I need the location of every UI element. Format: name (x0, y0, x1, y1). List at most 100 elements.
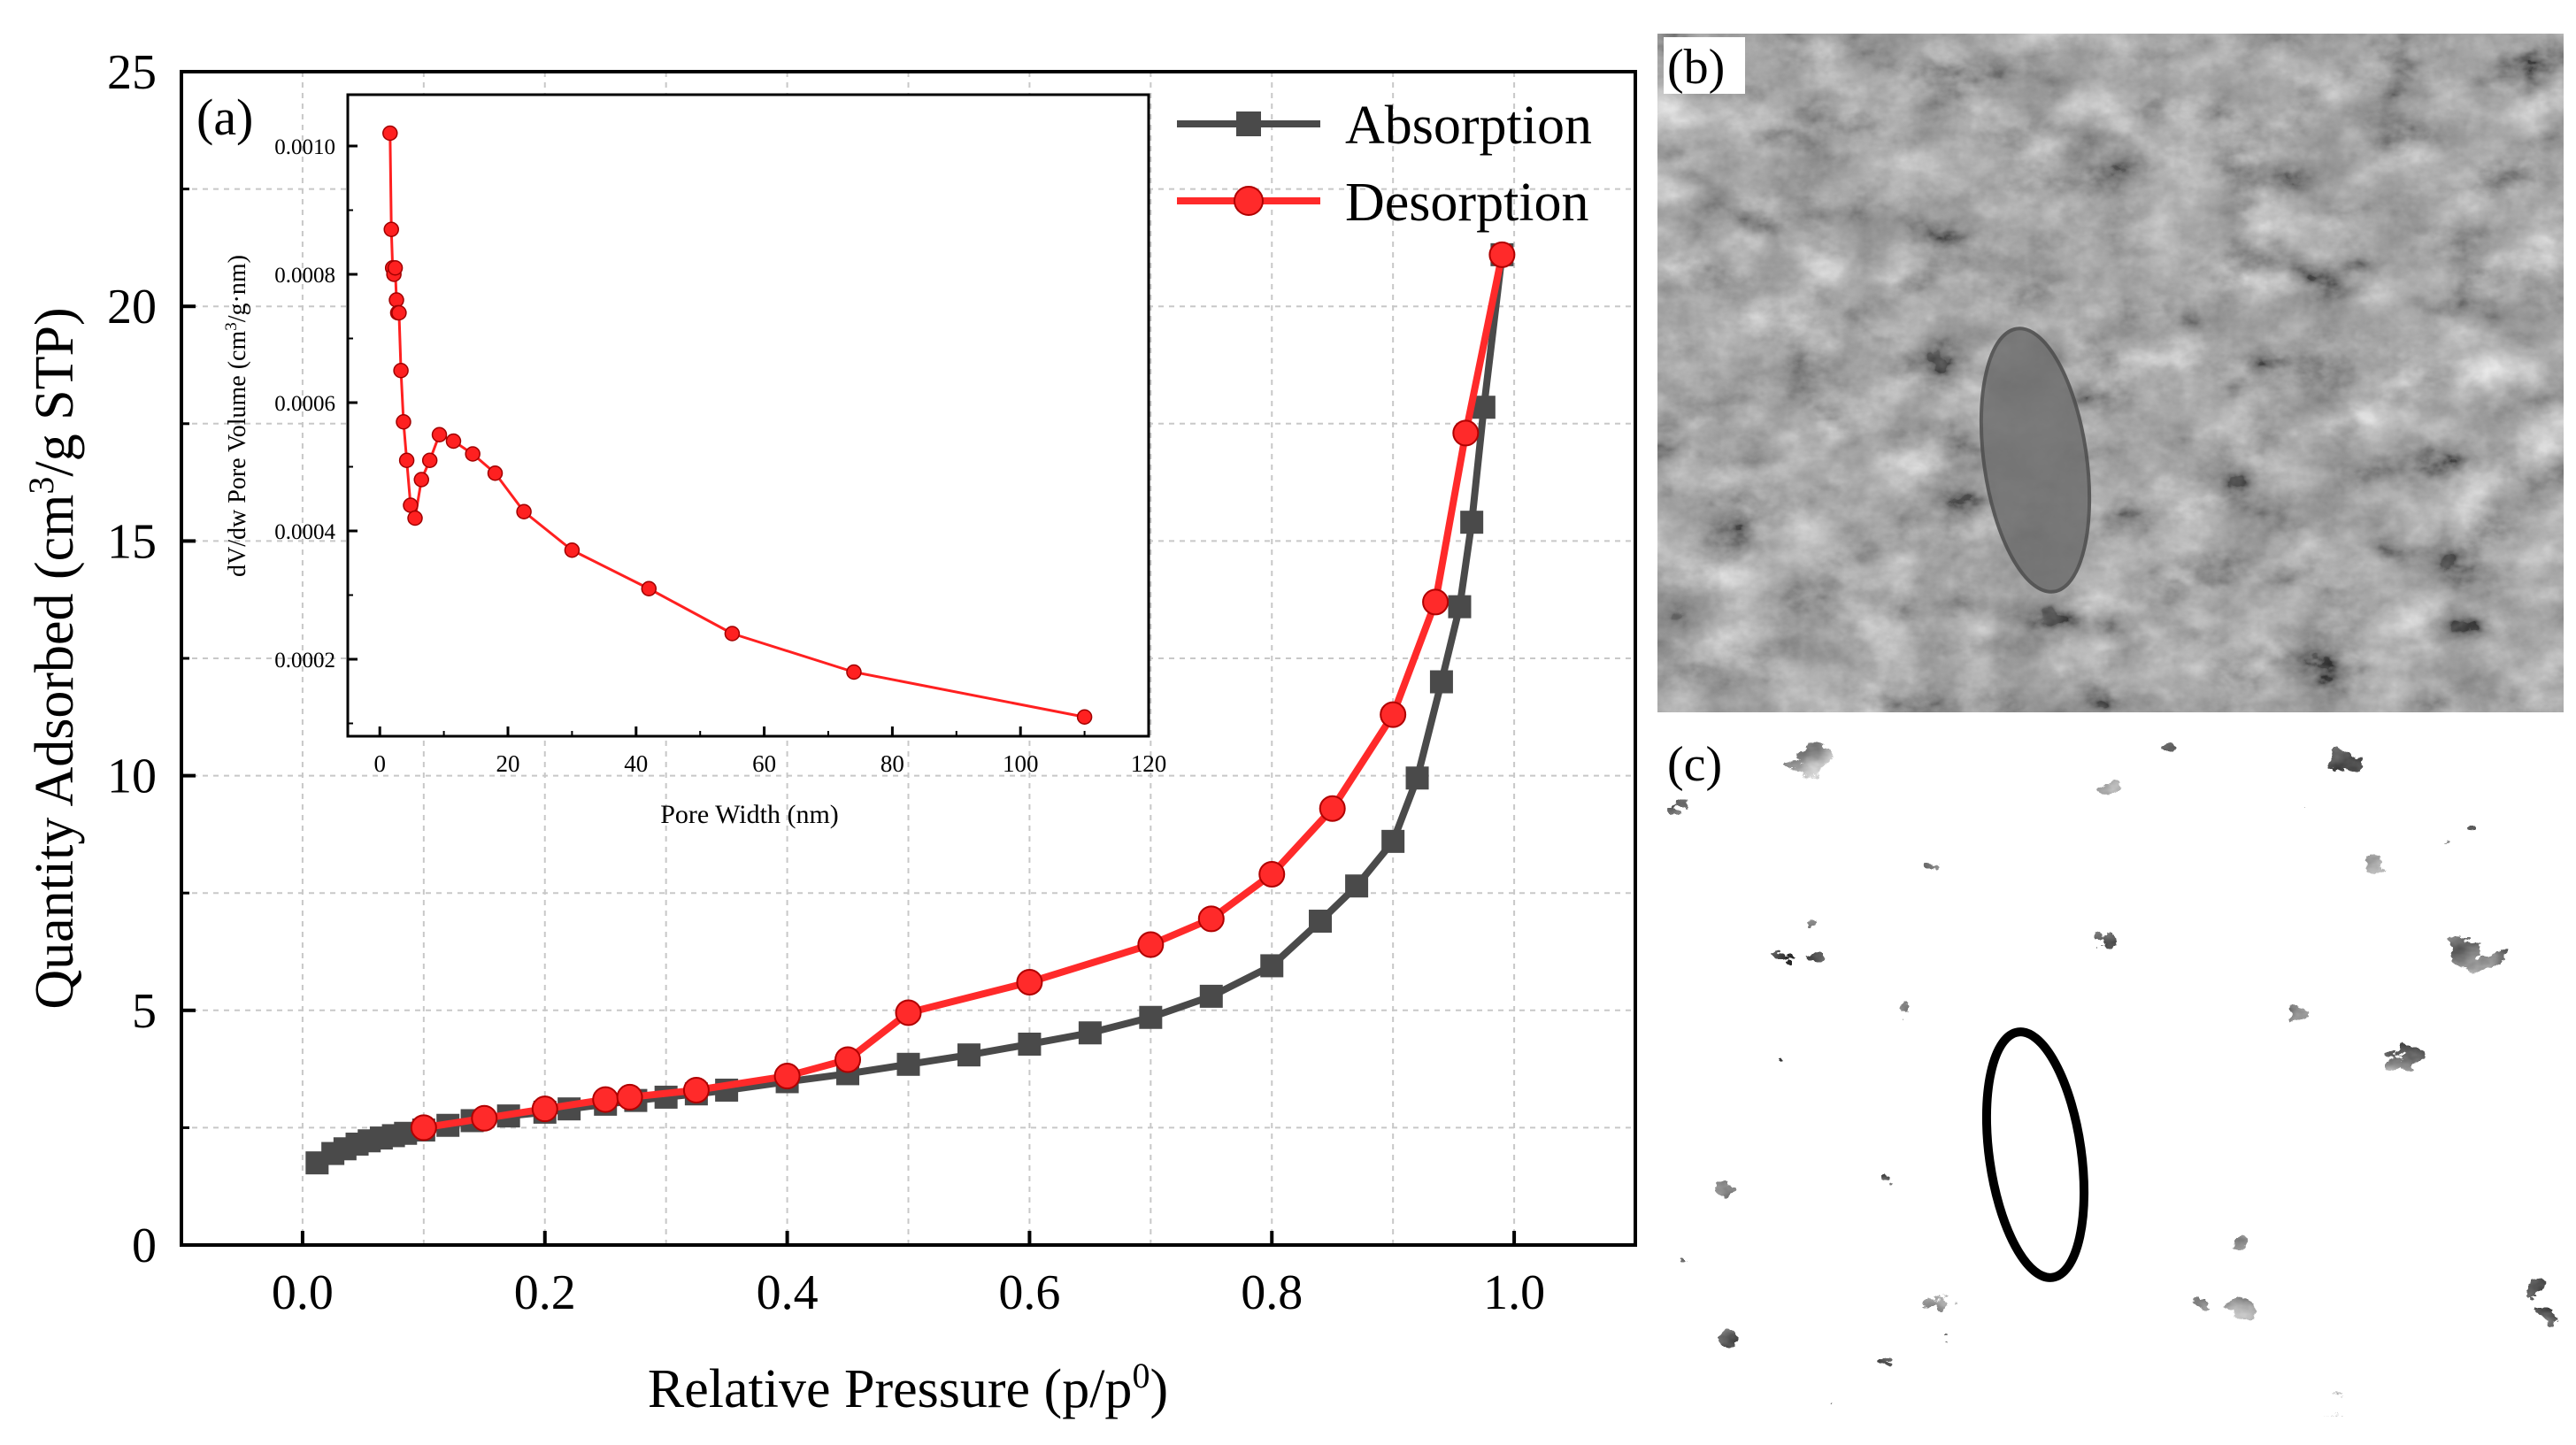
main-x-tick-label: 0.4 (757, 1265, 819, 1320)
inset-x-tick-label: 60 (752, 750, 776, 777)
desorption-point (895, 999, 922, 1026)
desorption-point (834, 1046, 862, 1073)
pore-distribution-point (398, 452, 415, 468)
main-x-axis-title: Relative Pressure (p/p0) (648, 1356, 1168, 1420)
pore-distribution-point (1076, 709, 1093, 725)
pore-distribution-point (487, 465, 504, 481)
legend-desorption-label: Desorption (1345, 173, 1589, 233)
pore-distribution-point (383, 221, 399, 237)
legend-item-absorption: Absorption (1177, 96, 1592, 156)
main-y-tick-label: 15 (107, 514, 157, 569)
pore-distribution-point (465, 446, 481, 462)
absorption-point (1345, 874, 1369, 898)
main-x-tick-label: 0.0 (272, 1265, 334, 1320)
inset-series-group (382, 125, 1093, 725)
pore-distribution-point (393, 363, 409, 379)
inset-background (348, 95, 1149, 736)
inset-x-tick-label: 40 (624, 750, 648, 777)
panel-c-label-bg (1664, 734, 1745, 791)
inset-x-tick-label: 120 (1131, 750, 1167, 777)
inset-x-tick-label: 0 (373, 750, 386, 777)
panel-c-label: (c) (1667, 737, 1722, 792)
absorption-point (896, 1052, 920, 1076)
binary-elongated-grain (1981, 1027, 2089, 1282)
absorption-point (1405, 766, 1429, 790)
inset-plot-frame (346, 93, 1150, 738)
pore-distribution-point (724, 626, 741, 642)
pore-distribution-point (391, 304, 407, 321)
pore-distribution-point (846, 664, 862, 680)
main-x-tick-label: 0.8 (1241, 1265, 1303, 1320)
absorption-point (1460, 511, 1484, 534)
binary-image-panel: (c) (1657, 733, 2564, 1417)
sem-elongated-grain (1979, 327, 2092, 594)
absorption-point (1309, 910, 1333, 934)
pore-distribution-point (413, 472, 430, 488)
main-x-tick-label: 0.6 (998, 1265, 1060, 1320)
sem-image-panel: (b) (1657, 34, 2564, 712)
pore-distribution-point (516, 503, 532, 519)
binary-image (1657, 733, 2564, 1417)
legend-item-desorption: Desorption (1177, 173, 1589, 233)
panel-b-label: (b) (1667, 40, 1725, 95)
inset-y-tick-label: 0.0010 (274, 135, 335, 159)
pore-distribution-point (388, 292, 404, 308)
absorption-point (1448, 595, 1472, 619)
sem-fine-texture (1657, 34, 2564, 712)
main-x-tick-label: 0.2 (514, 1265, 576, 1320)
inset-x-tick-label: 80 (880, 750, 904, 777)
inset-y-axis-title: dV/dw Pore Volume (cm3/g·nm) (222, 255, 252, 577)
desorption-point (531, 1095, 558, 1123)
pore-distribution-point (641, 580, 657, 596)
inset-x-tick-label: 20 (496, 750, 520, 777)
main-y-tick-label: 10 (107, 749, 157, 804)
absorption-point (1078, 1021, 1102, 1045)
pore-distribution-point (421, 452, 438, 468)
panel-b-label-bg (1664, 37, 1745, 94)
main-x-tick-label: 1.0 (1483, 1265, 1545, 1320)
desorption-point (1137, 931, 1165, 958)
inset-y-tick-label: 0.0002 (274, 649, 335, 673)
desorption-point (1016, 968, 1043, 995)
pore-distribution-point (407, 510, 423, 527)
legend: Absorption Desorption (1177, 96, 1592, 233)
absorption-point (1472, 396, 1496, 419)
absorption-point (1260, 954, 1284, 978)
legend-desorption-marker (1234, 186, 1264, 216)
absorption-point (1018, 1032, 1042, 1056)
main-y-tick-label: 5 (132, 984, 157, 1039)
inset-x-tick-label: 100 (1003, 750, 1039, 777)
pore-distribution-point (431, 427, 448, 442)
desorption-point (1488, 241, 1516, 268)
absorption-point (1381, 829, 1405, 853)
desorption-point (773, 1063, 801, 1090)
inset-x-axis-title: Pore Width (nm) (660, 800, 839, 829)
panel-a-label: (a) (196, 88, 253, 146)
main-y-tick-label: 25 (107, 45, 157, 100)
desorption-point (1452, 419, 1480, 447)
desorption-point (471, 1104, 498, 1132)
desorption-point (1319, 795, 1346, 822)
desorption-point (592, 1086, 619, 1113)
main-y-axis-title: Quantity Adsorbed (cm3/g STP) (21, 307, 86, 1009)
inset-y-tick-label: 0.0008 (274, 264, 335, 288)
main-y-tick-label: 20 (107, 280, 157, 334)
desorption-point (1258, 860, 1286, 888)
inset-y-tick-label: 0.0006 (274, 392, 335, 416)
legend-absorption-label: Absorption (1345, 96, 1592, 156)
legend-absorption-marker (1236, 111, 1261, 136)
inset-axis-ticks: 0 20 40 60 80 100 120 0.0002 0.0004 0.0006 0.0008 0… (274, 135, 1166, 777)
desorption-point (410, 1114, 437, 1141)
main-series-group (305, 241, 1516, 1175)
absorption-point (1139, 1005, 1163, 1029)
desorption-point (682, 1076, 710, 1103)
absorption-point (1429, 670, 1453, 694)
main-axis-ticks: 0.0 0.2 0.4 0.6 0.8 1.0 0 5 10 15 20 25 (107, 45, 1545, 1320)
pore-distribution-point (387, 260, 404, 276)
pore-distribution-point (382, 125, 398, 142)
desorption-point (1380, 701, 1407, 728)
pore-distribution-inset: 0 20 40 60 80 100 120 0.0002 0.0004 0.0006 0.0008 0… (222, 93, 1166, 829)
desorption-point (1197, 905, 1225, 933)
pore-distribution-point (396, 414, 411, 430)
